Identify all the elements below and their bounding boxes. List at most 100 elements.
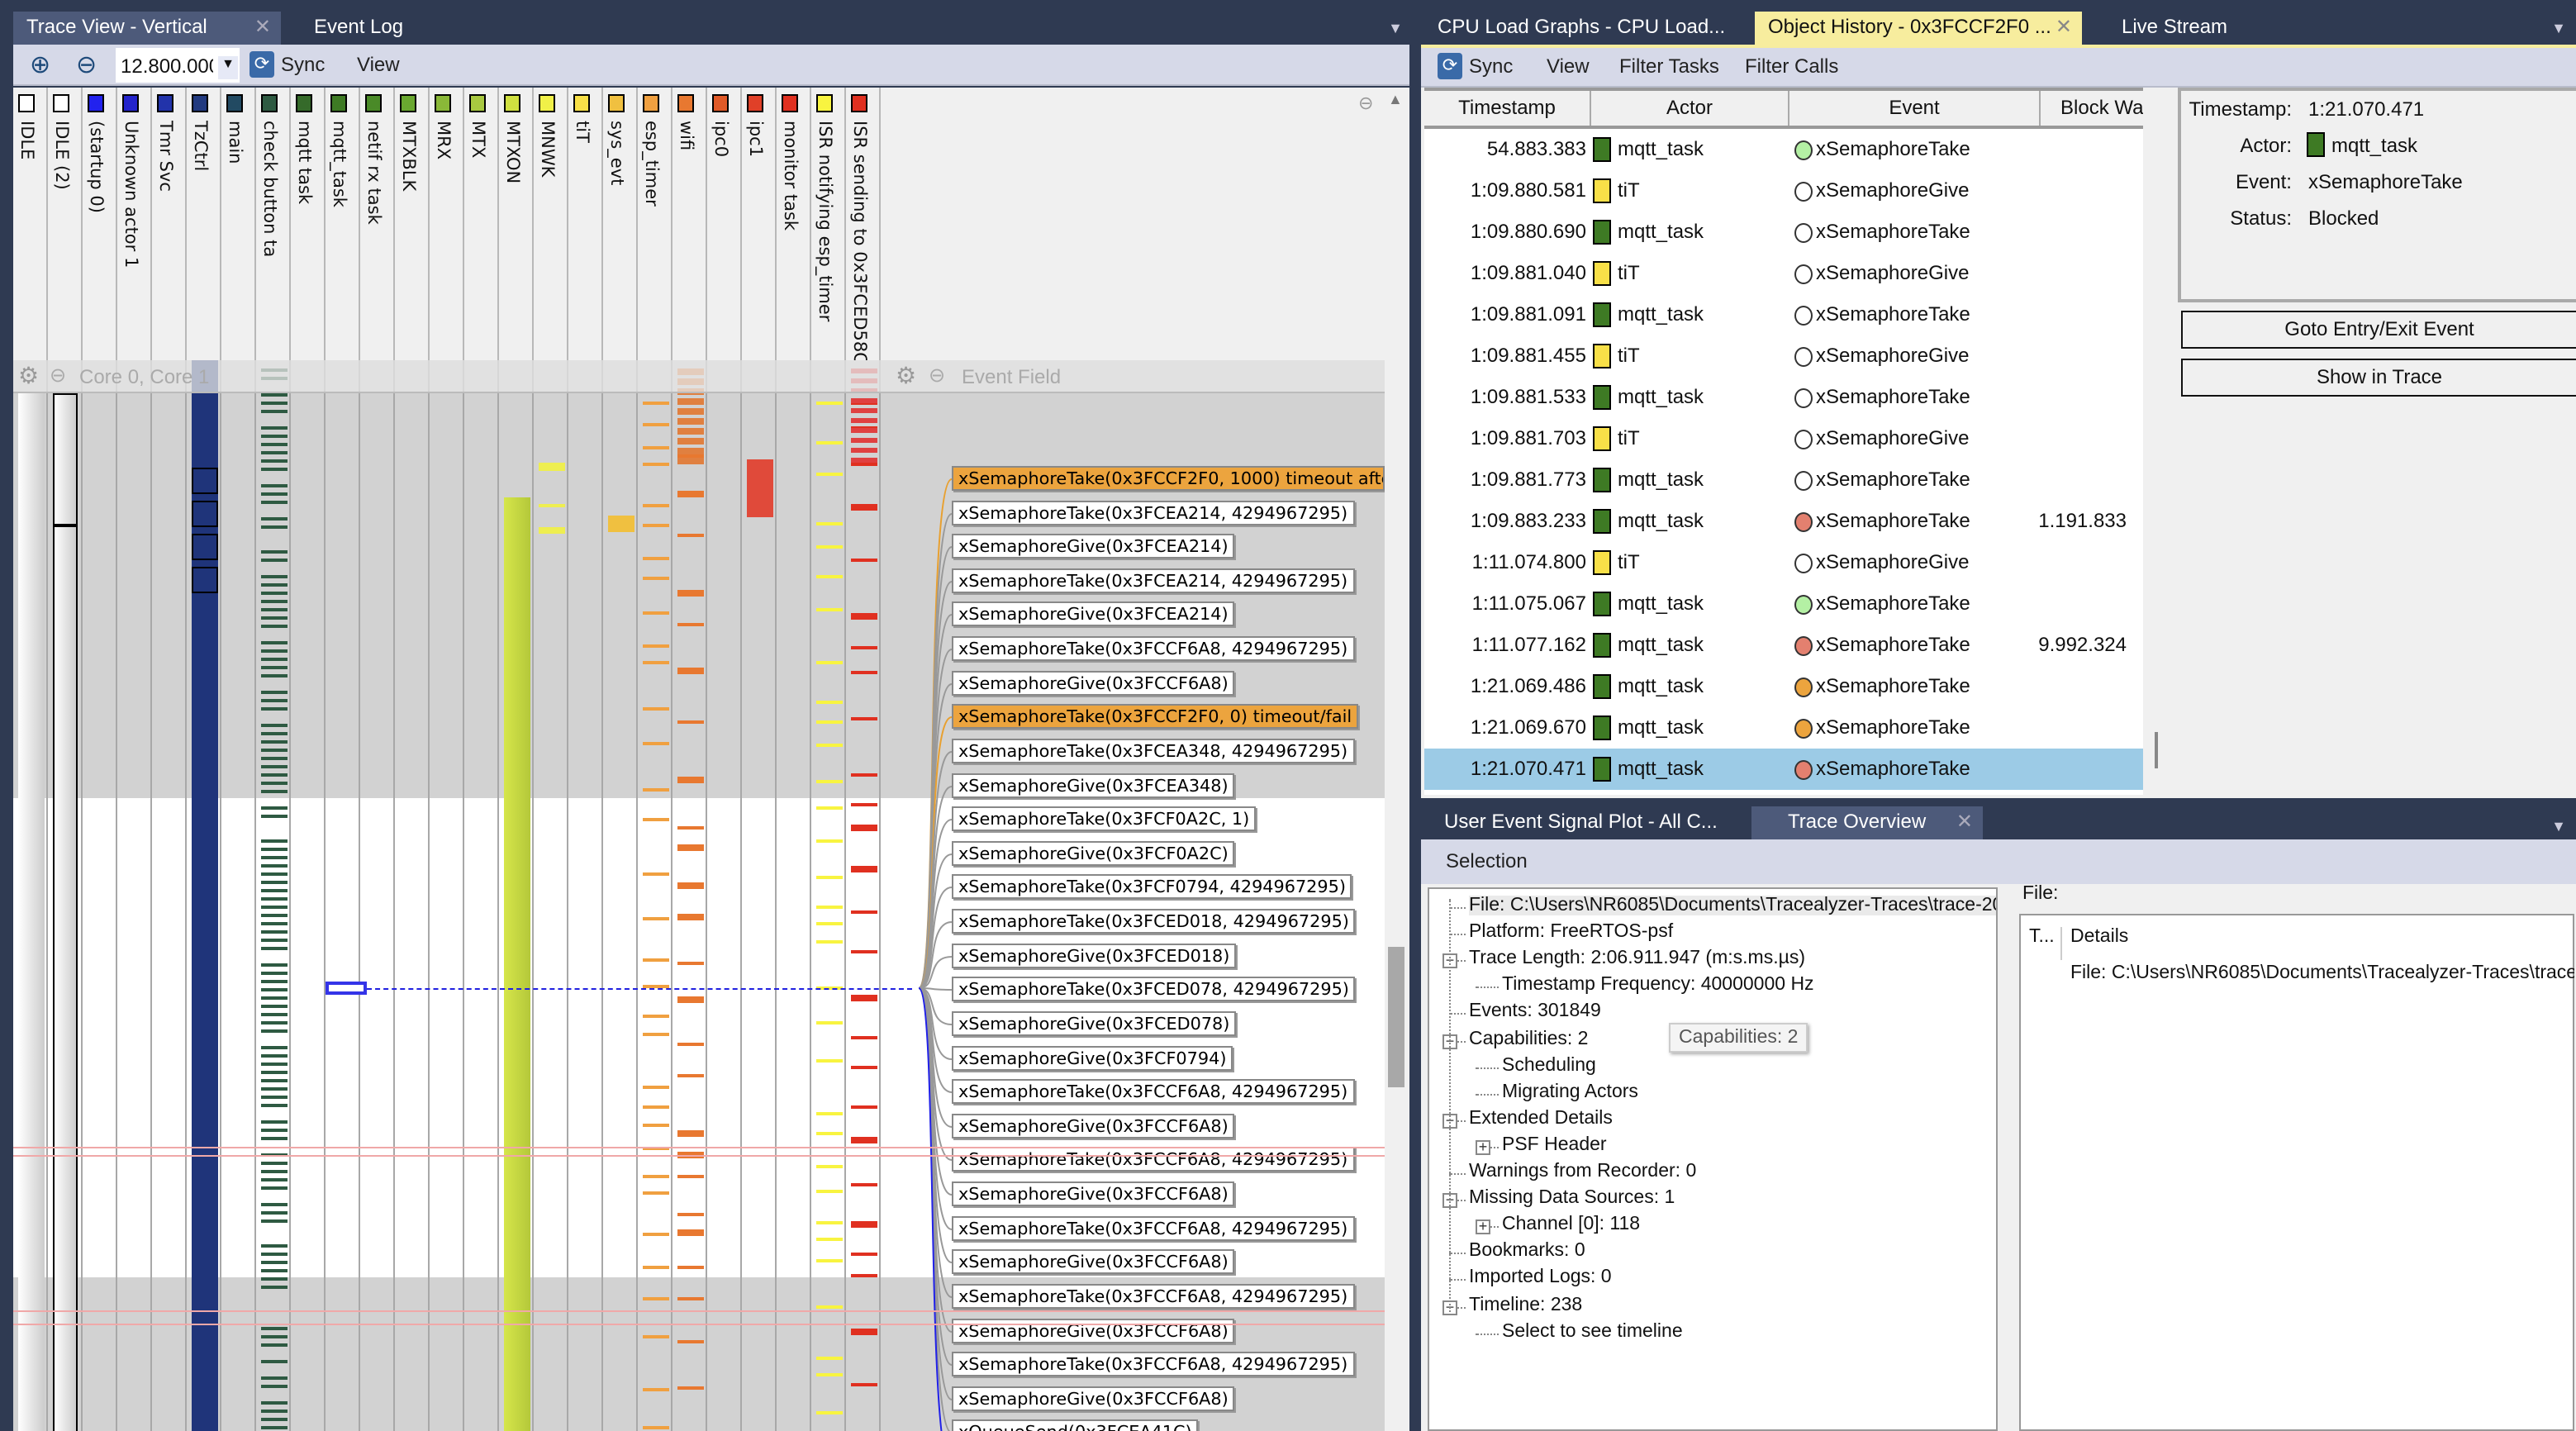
execution-block[interactable]	[677, 996, 704, 1003]
execution-block[interactable]	[53, 525, 78, 1431]
event-label[interactable]: xSemaphoreGive(0x3FCCF6A8)	[952, 1319, 1235, 1343]
execution-block[interactable]	[261, 856, 288, 859]
actor-column-header[interactable]: ipc1	[742, 88, 777, 360]
event-label[interactable]: xSemaphoreTake(0x3FCCF2F0, 1000) timeout…	[952, 466, 1385, 491]
execution-block[interactable]	[851, 1221, 877, 1228]
execution-block[interactable]	[677, 590, 704, 597]
actor-column-header[interactable]: mqtt_task	[326, 88, 360, 360]
execution-block[interactable]	[261, 732, 288, 735]
execution-block[interactable]	[643, 1124, 669, 1127]
execution-block[interactable]	[643, 644, 669, 648]
execution-block[interactable]	[261, 393, 288, 397]
table-row[interactable]: 1:09.881.703 tiT xSemaphoreGive	[1424, 418, 2143, 459]
execution-block[interactable]	[261, 1096, 288, 1099]
actor-column-header[interactable]: esp_timer	[638, 88, 673, 360]
selected-event-marker[interactable]	[326, 982, 367, 995]
execution-block[interactable]	[851, 803, 877, 806]
actor-column-header[interactable]: IDLE	[13, 88, 48, 360]
actor-track[interactable]	[568, 360, 603, 1431]
execution-block[interactable]	[261, 707, 288, 711]
tree-item[interactable]: Trace Length: 2:06.911.947 (m:s.ms.µs)	[1469, 948, 1805, 968]
execution-block[interactable]	[261, 1401, 288, 1405]
execution-block[interactable]	[261, 1327, 288, 1330]
execution-block[interactable]	[261, 889, 288, 892]
execution-block[interactable]	[261, 939, 288, 942]
execution-block[interactable]	[816, 806, 843, 810]
zoom-level-combobox[interactable]: 12.800.000 ▼	[116, 48, 240, 83]
actor-column-header[interactable]: Tmr Svc	[152, 88, 187, 360]
execution-block[interactable]	[677, 826, 704, 830]
execution-block[interactable]	[851, 1036, 877, 1039]
tree-item[interactable]: Warnings from Recorder: 0	[1469, 1162, 1696, 1181]
execution-block[interactable]	[261, 1170, 288, 1173]
execution-block[interactable]	[261, 559, 288, 562]
event-label[interactable]: xSemaphoreTake(0x3FCCF2F0, 0) timeout/fa…	[952, 704, 1359, 729]
execution-block[interactable]	[816, 661, 843, 664]
actor-column-header[interactable]: (startup 0)	[83, 88, 117, 360]
actor-track[interactable]	[187, 360, 221, 1431]
sync-icon[interactable]: ⟳	[250, 51, 274, 78]
execution-block[interactable]	[816, 1238, 843, 1241]
execution-block[interactable]	[261, 1343, 288, 1347]
execution-block[interactable]	[643, 1191, 669, 1195]
scroll-up-icon[interactable]: ▲	[1388, 91, 1403, 107]
tree-item[interactable]: Capabilities: 2	[1469, 1029, 1588, 1048]
actor-column-header[interactable]: sys_evt	[603, 88, 638, 360]
execution-block[interactable]	[677, 408, 704, 415]
execution-block[interactable]	[643, 577, 669, 580]
execution-block[interactable]	[539, 463, 565, 471]
execution-block[interactable]	[643, 872, 669, 876]
execution-block[interactable]	[192, 501, 218, 527]
actor-track[interactable]	[152, 360, 187, 1431]
execution-block[interactable]	[851, 671, 877, 674]
actor-track[interactable]	[256, 360, 291, 1431]
execution-block[interactable]	[261, 1410, 288, 1413]
event-label[interactable]: xSemaphoreTake(0x3FCCF6A8, 4294967295)	[952, 1216, 1355, 1241]
execution-block[interactable]	[643, 557, 669, 560]
tree-item[interactable]: Timestamp Frequency: 40000000 Hz	[1502, 976, 1814, 996]
execution-block[interactable]	[261, 897, 288, 901]
gear-icon[interactable]: ⚙	[18, 362, 40, 388]
actor-column-header[interactable]: MTXON	[499, 88, 534, 360]
tab-trace-view-vertical[interactable]: Trace View - Vertical ✕	[13, 12, 281, 45]
actor-track[interactable]	[395, 360, 430, 1431]
execution-block[interactable]	[192, 534, 218, 560]
execution-block[interactable]	[816, 1165, 843, 1168]
execution-block[interactable]	[261, 782, 288, 785]
execution-block[interactable]	[261, 1261, 288, 1264]
close-icon[interactable]: ✕	[254, 15, 271, 38]
execution-block[interactable]	[261, 1376, 288, 1380]
execution-block[interactable]	[643, 1233, 669, 1236]
actor-track[interactable]	[534, 360, 568, 1431]
table-row[interactable]: 1:11.077.162 mqtt_task xSemaphoreTake 9.992…	[1424, 625, 2143, 666]
execution-block[interactable]	[261, 583, 288, 587]
show-in-trace-button[interactable]: Show in Trace	[2181, 359, 2576, 397]
actor-track[interactable]	[673, 360, 707, 1431]
trace-overview-tree[interactable]: File: C:\Users\NR6085\Documents\Tracealy…	[1428, 887, 1998, 1431]
execution-block[interactable]	[851, 408, 877, 413]
execution-block[interactable]	[677, 1130, 704, 1137]
execution-block[interactable]	[261, 1162, 288, 1165]
execution-block[interactable]	[261, 864, 288, 868]
event-label[interactable]: xSemaphoreGive(0x3FCCF6A8)	[952, 1249, 1235, 1274]
table-row[interactable]: 1:21.069.486 mqtt_task xSemaphoreTake	[1424, 666, 2143, 707]
execution-block[interactable]	[261, 848, 288, 851]
execution-block[interactable]	[261, 501, 288, 504]
actor-column-header[interactable]: IDLE (2)	[48, 88, 83, 360]
execution-block[interactable]	[261, 1186, 288, 1190]
execution-block[interactable]	[261, 1277, 288, 1281]
execution-block[interactable]	[677, 398, 704, 405]
table-row[interactable]: 1:09.881.533 mqtt_task xSemaphoreTake	[1424, 377, 2143, 418]
execution-block[interactable]	[261, 1063, 288, 1066]
execution-block[interactable]	[261, 1021, 288, 1025]
table-row[interactable]: 1:09.883.233 mqtt_task xSemaphoreTake 1.191…	[1424, 501, 2143, 542]
execution-block[interactable]	[261, 1046, 288, 1049]
execution-block[interactable]	[261, 757, 288, 760]
execution-block[interactable]	[816, 1132, 843, 1135]
execution-block[interactable]	[261, 699, 288, 702]
event-label[interactable]: xSemaphoreGive(0x3FCEA348)	[952, 773, 1235, 798]
execution-block[interactable]	[677, 1213, 704, 1216]
execution-block[interactable]	[643, 463, 669, 466]
execution-block[interactable]	[643, 1105, 669, 1109]
execution-block[interactable]	[816, 608, 843, 611]
